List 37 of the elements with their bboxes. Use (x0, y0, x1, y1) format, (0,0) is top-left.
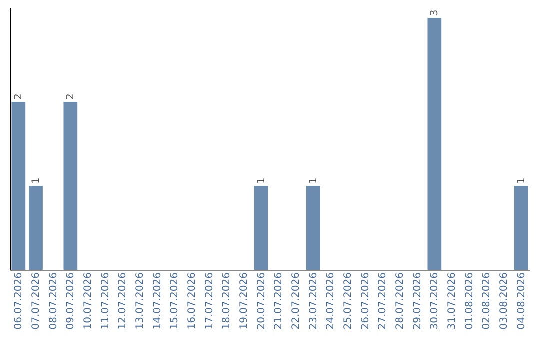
x-tick-label: 31.07.2026 (447, 272, 458, 330)
data-label: 1 (308, 178, 320, 184)
data-label: 2 (14, 94, 25, 100)
x-tick-label: 03.08.2026 (499, 272, 510, 330)
x-tick-label: 11.07.2026 (100, 272, 112, 330)
x-tick-label: 06.07.2026 (14, 272, 25, 330)
x-tick-label: 16.07.2026 (187, 272, 198, 330)
x-tick-label: 09.07.2026 (66, 272, 77, 330)
data-label: 3 (430, 10, 441, 16)
x-tick-label: 29.07.2026 (412, 272, 424, 330)
x-tick-label: 13.07.2026 (135, 272, 146, 330)
x-tick-label: 17.07.2026 (204, 272, 216, 330)
x-tick-label: 28.07.2026 (395, 272, 406, 330)
data-label: 1 (256, 178, 268, 184)
x-tick-label: 25.07.2026 (343, 272, 354, 330)
x-tick-label: 21.07.2026 (274, 272, 285, 330)
x-tick-label: 24.07.2026 (326, 272, 337, 330)
x-tick-label: 23.07.2026 (308, 272, 320, 330)
data-label: 1 (31, 178, 42, 184)
x-tick-label: 27.07.2026 (378, 272, 389, 330)
x-tick-label: 19.07.2026 (239, 272, 250, 330)
x-tick-label: 30.07.2026 (430, 272, 441, 330)
x-tick-label: 26.07.2026 (360, 272, 372, 330)
x-tick-label: 10.07.2026 (83, 272, 94, 330)
x-tick-label: 08.07.2026 (48, 272, 60, 330)
x-tick-label: 18.07.2026 (222, 272, 233, 330)
x-tick-label: 01.08.2026 (464, 272, 476, 330)
x-tick-label: 07.07.2026 (31, 272, 42, 330)
x-tick-label: 15.07.2026 (170, 272, 181, 330)
x-tick-label: 04.08.2026 (516, 272, 528, 330)
x-tick-label: 12.07.2026 (118, 272, 129, 330)
x-tick-label: 02.08.2026 (482, 272, 493, 330)
data-label: 1 (516, 178, 528, 184)
data-label: 2 (66, 94, 77, 100)
x-tick-label: 14.07.2026 (152, 272, 164, 330)
x-tick-label: 22.07.2026 (291, 272, 302, 330)
x-tick-label: 20.07.2026 (256, 272, 268, 330)
